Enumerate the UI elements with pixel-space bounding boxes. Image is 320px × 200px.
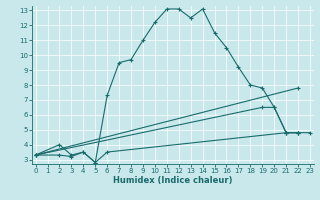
X-axis label: Humidex (Indice chaleur): Humidex (Indice chaleur) (113, 176, 233, 185)
